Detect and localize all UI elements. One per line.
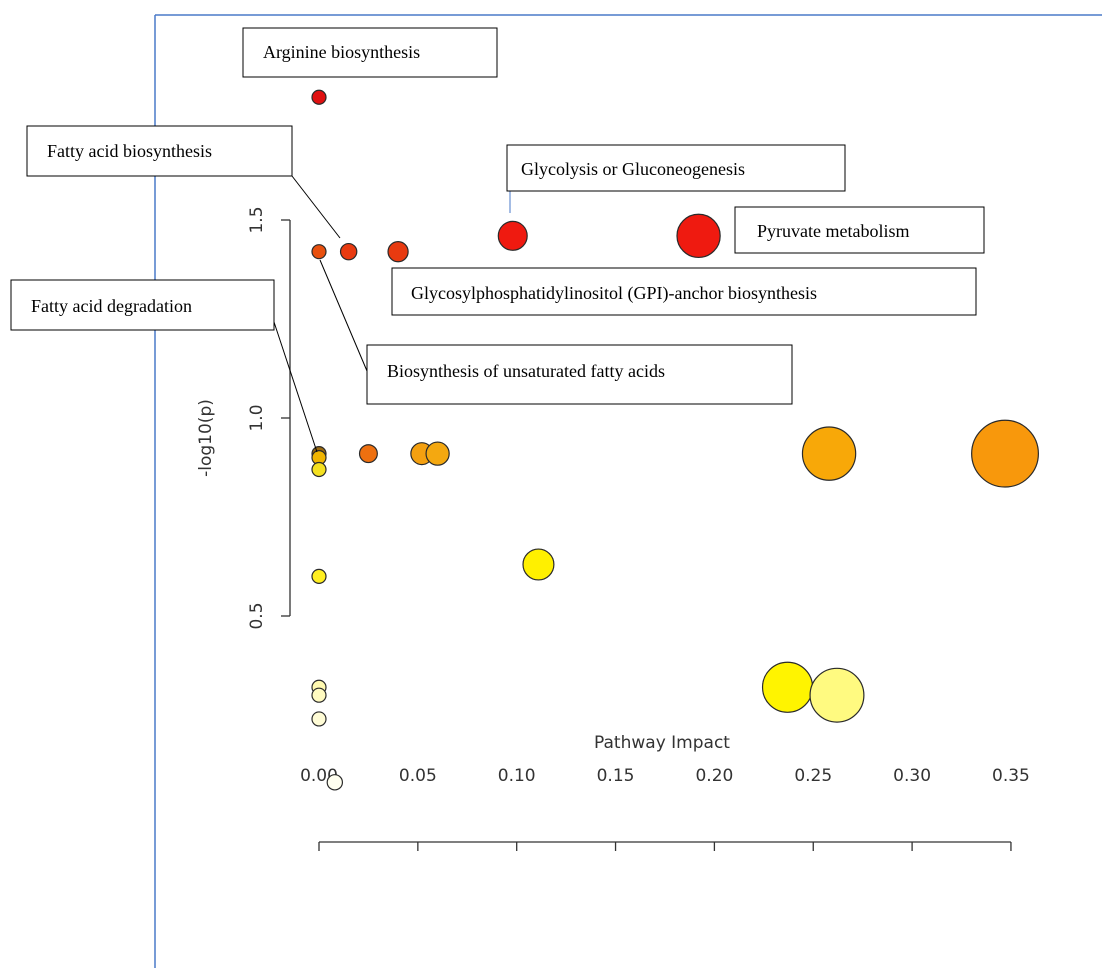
data-point [311, 568, 327, 585]
x-tick-label: 0.05 [399, 766, 437, 786]
data-point [801, 426, 857, 481]
label-arginine-text: Arginine biosynthesis [263, 42, 420, 62]
x-tick-label: 0.25 [794, 766, 832, 786]
y-axis: 0.5 1.0 1.5 [247, 206, 291, 630]
y-tick-label: 1.5 [247, 206, 267, 233]
y-tick-label: 1.0 [247, 404, 267, 431]
label-glycolysis: Glycolysis or Gluconeogenesis [506, 144, 846, 192]
data-point [425, 441, 450, 466]
y-tick-label: 0.5 [247, 602, 267, 629]
data-point [809, 667, 865, 723]
x-tick-label: 0.35 [992, 766, 1030, 786]
data-point [761, 661, 814, 713]
label-pyruvate-text: Pyruvate metabolism [757, 221, 909, 241]
annotation-boxes: Arginine biosynthesis Fatty acid biosynt… [10, 27, 985, 405]
x-tick-label: 0.15 [597, 766, 635, 786]
data-point [497, 220, 528, 251]
data-point [311, 687, 327, 703]
x-axis-title: Pathway Impact [594, 733, 730, 753]
label-fatty-acid-degradation: Fatty acid degradation [10, 279, 275, 331]
leader-line-fatty-acid-biosynthesis [291, 175, 341, 239]
annotation-leader-lines [273, 175, 511, 453]
label-glycolysis-text: Glycolysis or Gluconeogenesis [521, 159, 745, 179]
label-gpi-anchor-text: Glycosylphosphatidylinositol (GPI)-ancho… [411, 283, 817, 304]
x-tick-label: 0.10 [498, 766, 536, 786]
data-point [676, 213, 721, 259]
label-fatty-acid-degradation-text: Fatty acid degradation [31, 296, 192, 316]
data-point [522, 548, 555, 581]
data-point [311, 244, 327, 260]
label-unsaturated-text: Biosynthesis of unsaturated fatty acids [387, 361, 665, 381]
data-point [311, 461, 327, 478]
data-point [971, 419, 1039, 488]
data-point [339, 242, 358, 261]
label-gpi-anchor: Glycosylphosphatidylinositol (GPI)-ancho… [391, 267, 977, 316]
data-point [311, 711, 327, 727]
x-tick-label: 0.30 [893, 766, 931, 786]
label-fatty-acid-biosynthesis-text: Fatty acid biosynthesis [47, 141, 212, 161]
leader-line-biosynthesis-unsaturated [319, 259, 368, 372]
data-point [358, 444, 378, 464]
data-points [311, 89, 1039, 791]
x-axis: 0.00 0.05 0.10 0.15 0.20 0.25 0.30 0.35 [300, 766, 1030, 851]
label-unsaturated-fatty-acids: Biosynthesis of unsaturated fatty acids [366, 344, 793, 405]
data-point [387, 241, 409, 263]
y-axis-title: -log10(p) [196, 399, 216, 477]
data-point [311, 89, 327, 105]
x-tick-label: 0.20 [695, 766, 733, 786]
leader-line-fatty-acid-degradation [273, 321, 318, 453]
data-point [326, 774, 344, 791]
label-fatty-acid-biosynthesis: Fatty acid biosynthesis [26, 125, 293, 177]
label-arginine-biosynthesis: Arginine biosynthesis [242, 27, 498, 78]
label-pyruvate-metabolism: Pyruvate metabolism [734, 206, 985, 254]
